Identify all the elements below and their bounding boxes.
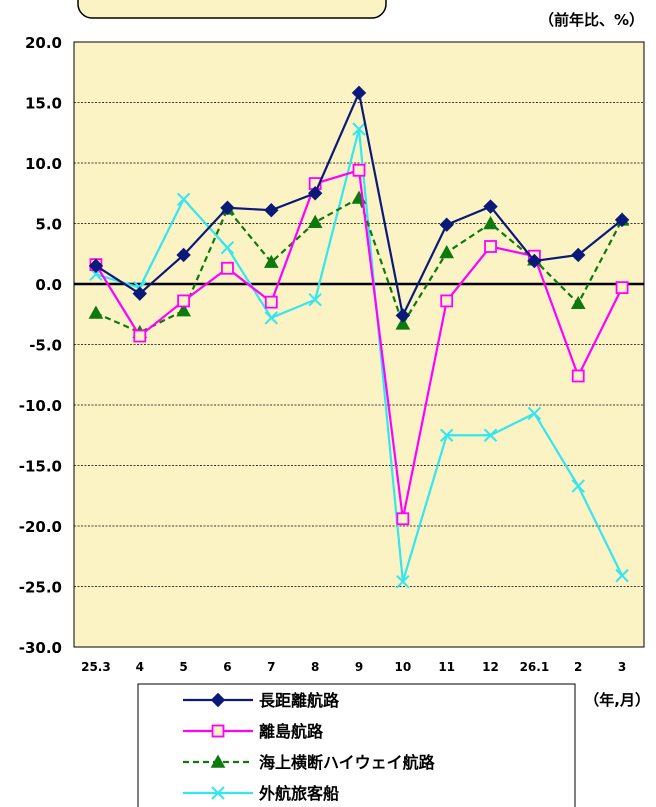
data-point — [483, 428, 498, 442]
data-point — [221, 261, 234, 275]
x-tick-label: 26.1 — [520, 660, 550, 674]
y-tick-label: 0.0 — [35, 276, 62, 294]
x-tick-label: 8 — [311, 660, 319, 674]
data-point — [439, 428, 454, 442]
grid-lines — [74, 102, 644, 587]
data-point — [571, 247, 586, 263]
data-point — [88, 305, 104, 319]
y-tick-labels: 20.0 15.0 10.0 5.0 0.0 -5.0 -10.0 -15.0 -20.0 -25… — [19, 34, 62, 657]
data-point — [483, 215, 498, 230]
legend-label: 離島航路 — [259, 722, 324, 741]
data-point — [395, 316, 411, 330]
data-point — [88, 258, 104, 274]
data-point — [264, 202, 279, 218]
data-point — [132, 286, 147, 301]
x-tick-label: 4 — [136, 660, 144, 674]
legend-item: 海上横断ハイウェイ航路 — [183, 753, 436, 772]
y-tick-label: -25.0 — [19, 579, 62, 597]
data-point — [527, 253, 542, 269]
data-point — [220, 200, 235, 215]
data-point — [351, 85, 367, 101]
data-point — [308, 293, 322, 307]
data-point — [396, 512, 410, 526]
legend-marker — [211, 786, 225, 800]
x-tick-label: 5 — [179, 660, 187, 674]
y-tick-label: -5.0 — [29, 337, 62, 355]
x-tick-label: 25.3 — [81, 660, 111, 674]
y-tick-label: -15.0 — [19, 458, 62, 476]
data-point — [264, 295, 278, 309]
data-point — [307, 214, 323, 228]
data-point — [527, 406, 542, 421]
data-point — [352, 122, 366, 136]
data-point — [614, 212, 630, 228]
data-point — [439, 245, 455, 259]
x-tick-label: 11 — [438, 660, 455, 674]
x-tick-labels: 25.3 4 5 6 7 8 9 10 11 12 26.1 2 3 — [81, 660, 626, 674]
data-point — [263, 254, 279, 268]
title-box — [77, 0, 387, 19]
legend-label: 外航旅客船 — [258, 784, 339, 803]
unit-label: （前年比、%） — [539, 11, 644, 29]
x-tick-label: 6 — [223, 660, 231, 674]
data-point — [264, 311, 279, 325]
data-point — [395, 308, 411, 323]
data-point — [176, 192, 191, 207]
data-point — [484, 240, 497, 253]
x-tick-label: 9 — [355, 660, 363, 674]
x-tick-label: 2 — [574, 660, 582, 674]
legend-marker — [210, 692, 226, 708]
y-tick-label: -20.0 — [19, 518, 62, 536]
legend-marker — [211, 724, 225, 738]
data-point — [439, 217, 454, 232]
y-tick-label: -10.0 — [19, 397, 62, 415]
data-point — [615, 568, 629, 583]
data-point — [176, 247, 191, 263]
data-point — [176, 303, 191, 317]
legend-item: 長距離航路 — [183, 691, 340, 710]
legend-marker — [210, 754, 226, 768]
x-tick-label: 12 — [482, 660, 499, 674]
legend-item: 外航旅客船 — [183, 784, 339, 803]
legend-box — [137, 683, 576, 807]
x-axis-unit-label: （年,月） — [584, 691, 650, 709]
data-point — [571, 479, 585, 493]
data-point — [570, 295, 586, 310]
series-group — [88, 85, 630, 589]
series-1 — [88, 85, 630, 323]
data-point — [483, 199, 498, 214]
y-tick-label: -30.0 — [19, 639, 62, 657]
data-point — [220, 240, 235, 255]
legend-label: 長距離航路 — [259, 691, 340, 710]
x-tick-label: 3 — [618, 660, 626, 674]
data-point — [307, 186, 323, 201]
x-tick-label: 7 — [267, 660, 275, 674]
y-tick-label: 5.0 — [35, 216, 62, 234]
data-point — [571, 369, 585, 383]
data-point — [177, 294, 191, 308]
data-point — [352, 163, 366, 177]
legend-item: 離島航路 — [183, 722, 324, 741]
data-point — [133, 329, 147, 343]
y-tick-label: 20.0 — [25, 34, 62, 52]
data-point — [396, 574, 410, 589]
y-tick-label: 10.0 — [25, 155, 62, 173]
y-tick-label: 15.0 — [25, 95, 62, 113]
legend-label: 海上横断ハイウェイ航路 — [259, 753, 436, 772]
x-tick-label: 10 — [394, 660, 411, 674]
data-point — [440, 294, 454, 308]
data-point — [615, 281, 629, 295]
